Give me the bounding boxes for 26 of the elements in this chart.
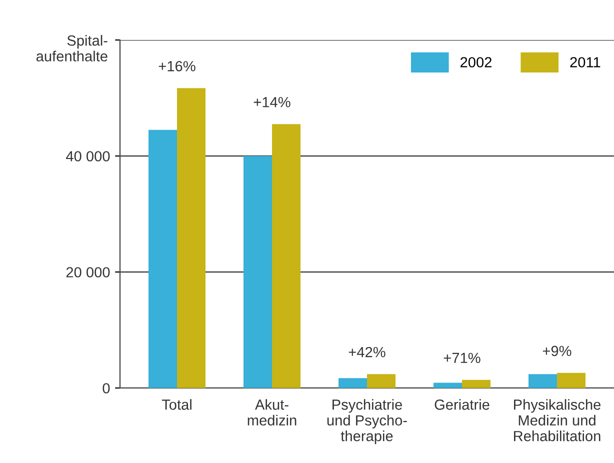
y-tick-label: 0 bbox=[102, 383, 110, 394]
y-axis-title: Spital- aufenthalte bbox=[36, 35, 108, 62]
y-tick-label: 40 000 bbox=[66, 151, 110, 162]
bar bbox=[338, 378, 367, 388]
bar bbox=[177, 88, 206, 388]
legend-label: 2011 bbox=[570, 57, 600, 68]
annotation: +42% bbox=[348, 346, 386, 358]
bar bbox=[367, 374, 396, 388]
annotation: +9% bbox=[542, 346, 572, 356]
annotation: +14% bbox=[254, 97, 290, 108]
bar bbox=[557, 372, 586, 388]
x-tick-label: Geriatrie bbox=[434, 399, 490, 410]
annotation: +71% bbox=[444, 352, 480, 364]
x-tick-label: Physikalische Medizin und Rehabilitation bbox=[514, 399, 601, 442]
bar bbox=[244, 156, 272, 388]
y-tick-label: 20 000 bbox=[66, 267, 110, 278]
legend-label: 2002 bbox=[460, 57, 492, 68]
bar bbox=[148, 130, 177, 388]
x-tick-label: Total bbox=[162, 399, 192, 410]
bar bbox=[272, 124, 300, 388]
x-tick-label: Akut- medizin bbox=[248, 399, 296, 426]
annotation: +16% bbox=[158, 61, 196, 72]
bar bbox=[528, 374, 557, 388]
x-tick-label: Psychiatrie und Psycho- therapie bbox=[327, 399, 407, 444]
bar bbox=[434, 382, 462, 388]
bar bbox=[462, 380, 490, 388]
